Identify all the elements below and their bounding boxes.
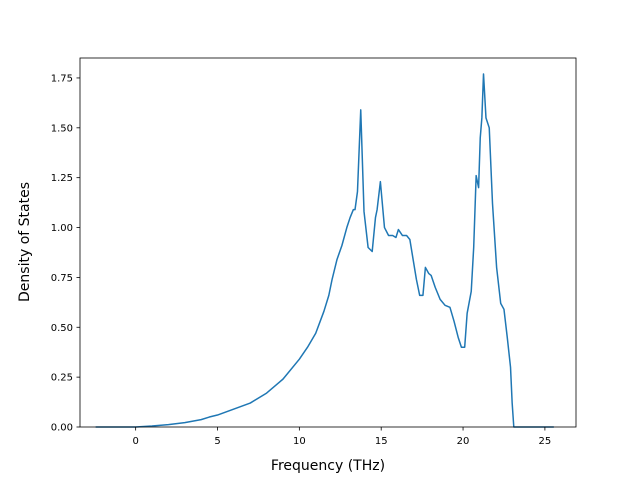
y-tick-label: 0.00	[51, 423, 73, 434]
y-axis: 0.00 0.25 0.50 0.75 1.00 1.25 1.50 1.75	[51, 73, 80, 434]
x-tick-label: 0	[132, 436, 138, 447]
x-tick-label: 15	[375, 436, 388, 447]
x-tick-label: 25	[539, 436, 552, 447]
x-tick-label: 5	[214, 436, 220, 447]
y-tick-label: 1.75	[51, 73, 73, 84]
series-layer	[95, 73, 554, 428]
y-axis-label: Density of States	[17, 182, 33, 302]
plot-area	[80, 58, 576, 427]
x-axis-label: Frequency (THz)	[271, 458, 385, 474]
plot-frame	[79, 57, 577, 428]
y-tick-label: 1.25	[51, 173, 73, 184]
dos-series-line	[95, 73, 554, 428]
x-axis: 0 5 10 15 20 25	[132, 427, 551, 447]
y-tick-label: 0.50	[51, 323, 73, 334]
y-tick-label: 1.50	[51, 123, 73, 134]
x-tick-label: 20	[457, 436, 470, 447]
x-tick-label: 10	[293, 436, 306, 447]
y-tick-label: 1.00	[51, 223, 73, 234]
y-tick-label: 0.25	[51, 373, 73, 384]
y-tick-label: 0.75	[51, 273, 73, 284]
